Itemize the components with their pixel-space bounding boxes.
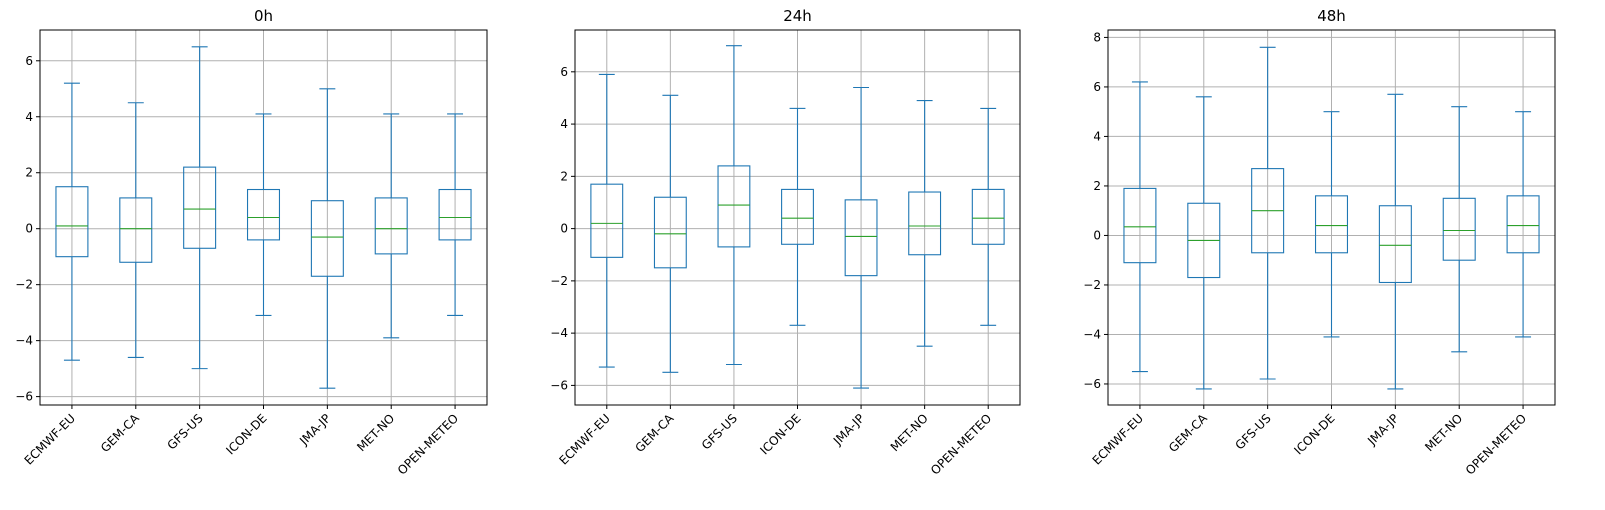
y-tick-label: −4 (1083, 327, 1101, 341)
x-tick-label: GFS-US (699, 411, 740, 452)
box-group-gem-ca (119, 102, 153, 358)
box-group-met-no (1442, 106, 1476, 353)
x-tick-label: MET-NO (888, 411, 931, 454)
box-group-jma-jp (310, 88, 344, 389)
chart-panel-1: −6 −4 −2 0 2 4 6 ECMWF-EU GEM-CA GFS-US ICON-DE JMA… (550, 7, 1021, 478)
box-group-icon-de (246, 113, 281, 316)
y-tick-label: −2 (550, 274, 568, 288)
x-tick-label: JMA-JP (830, 411, 867, 448)
iqr-box (844, 199, 878, 277)
box-group-open-meteo (438, 113, 472, 316)
x-tick-label: OPEN-METEO (395, 411, 461, 477)
x-tick-label: ICON-DE (757, 411, 803, 457)
iqr-box (653, 196, 687, 269)
y-tick-label: 6 (25, 54, 33, 68)
box-group-icon-de (781, 107, 814, 326)
box-group-ecmwf-eu (1123, 81, 1157, 373)
y-tick-label: 0 (560, 222, 568, 236)
y-tick-label: −4 (15, 334, 33, 348)
box-group-gfs-us (1251, 46, 1285, 380)
x-tick-label: JMA-JP (1364, 411, 1401, 448)
y-tick-label: 4 (560, 117, 568, 131)
iqr-box (1442, 197, 1476, 261)
y-tick-label: 8 (1093, 30, 1101, 44)
y-tick-label: 2 (1093, 179, 1101, 193)
y-tick-label: 2 (25, 166, 33, 180)
y-tick-label: 6 (1093, 80, 1101, 94)
x-tick-label: ICON-DE (223, 411, 269, 457)
chart-title: 48h (1317, 7, 1346, 25)
x-tick-label: GFS-US (1233, 411, 1274, 452)
chart-title: 24h (783, 7, 812, 25)
box-group-met-no (374, 113, 408, 339)
box-group-ecmwf-eu (55, 82, 89, 361)
box-group-icon-de (1314, 111, 1349, 338)
y-tick-label: 2 (560, 169, 568, 183)
chart-panel-2: −6 −4 −2 0 2 4 6 8 ECMWF-EU GEM-CA GFS-US ICON-DE JM… (1083, 7, 1556, 478)
axes-frame (1107, 29, 1556, 406)
x-tick-label: JMA-JP (296, 411, 333, 448)
axes-frame (39, 29, 488, 406)
x-tick-label: GEM-CA (1166, 411, 1211, 456)
box-group-gfs-us (717, 45, 751, 366)
iqr-box (438, 188, 472, 241)
x-tick-label: GEM-CA (633, 411, 678, 456)
iqr-box (971, 188, 1005, 245)
chart-title: 0h (254, 7, 273, 25)
x-tick-label: ICON-DE (1291, 411, 1337, 457)
iqr-box (1506, 195, 1540, 254)
iqr-box (717, 165, 751, 248)
x-tick-label: OPEN-METEO (1463, 411, 1529, 477)
y-tick-label: −6 (1083, 377, 1101, 391)
box-group-gfs-us (183, 46, 217, 370)
iqr-box (781, 188, 814, 245)
box-group-met-no (908, 100, 942, 347)
box-group-open-meteo (1506, 111, 1540, 338)
iqr-box (908, 191, 942, 256)
box-group-open-meteo (971, 107, 1005, 326)
x-tick-label: ECMWF-EU (1090, 411, 1146, 467)
x-tick-label: ECMWF-EU (22, 411, 78, 467)
y-tick-label: −4 (550, 326, 568, 340)
iqr-box (1378, 205, 1412, 284)
iqr-box (310, 200, 344, 277)
iqr-box (183, 166, 217, 249)
box-group-jma-jp (1378, 93, 1412, 390)
y-tick-label: −2 (15, 278, 33, 292)
x-tick-label: OPEN-METEO (928, 411, 994, 477)
box-group-gem-ca (1187, 96, 1221, 390)
x-tick-label: MET-NO (354, 411, 397, 454)
y-tick-label: 4 (25, 110, 33, 124)
chart-panel-0: −6 −4 −2 0 2 4 6 ECMWF-EU GEM-CA GFS-US ICON-DE JMA… (15, 7, 488, 478)
x-tick-label: GEM-CA (98, 411, 143, 456)
iqr-box (1314, 195, 1349, 254)
y-tick-label: 0 (1093, 228, 1101, 242)
box-group-jma-jp (844, 86, 878, 389)
iqr-box (1123, 187, 1157, 264)
iqr-box (55, 186, 89, 258)
iqr-box (119, 197, 153, 263)
y-tick-label: 4 (1093, 129, 1101, 143)
x-tick-label: ECMWF-EU (556, 411, 612, 467)
axes-frame (574, 29, 1021, 406)
x-tick-label: MET-NO (1422, 411, 1465, 454)
iqr-box (374, 197, 408, 255)
box-group-ecmwf-eu (590, 73, 624, 368)
y-tick-label: 6 (560, 65, 568, 79)
box-group-gem-ca (653, 94, 687, 373)
iqr-box (590, 183, 624, 258)
x-tick-label: GFS-US (165, 411, 206, 452)
y-tick-label: −6 (550, 378, 568, 392)
y-tick-label: −2 (1083, 278, 1101, 292)
y-tick-label: 0 (25, 222, 33, 236)
y-tick-label: −6 (15, 390, 33, 404)
iqr-box (246, 188, 281, 241)
